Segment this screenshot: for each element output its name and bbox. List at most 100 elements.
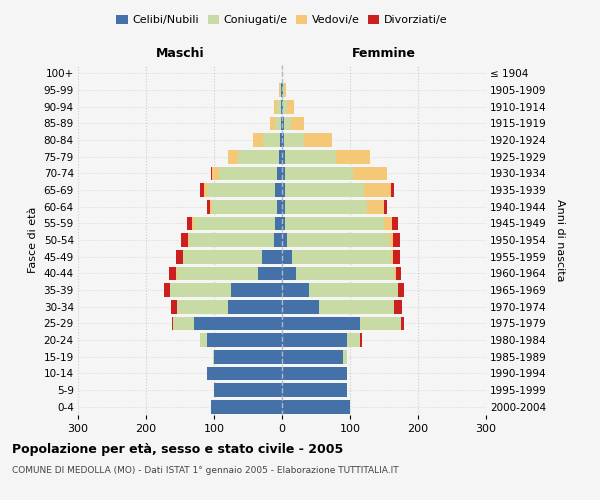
Bar [367, 200, 384, 213]
Bar [278, 150, 282, 164]
Bar [360, 333, 362, 347]
Bar [274, 100, 277, 114]
Bar [391, 183, 394, 197]
Bar [282, 383, 347, 397]
Bar [214, 383, 282, 397]
Bar [282, 283, 309, 297]
Bar [401, 316, 404, 330]
Bar [286, 183, 364, 197]
Bar [231, 283, 282, 297]
Bar [169, 266, 176, 280]
Bar [319, 300, 394, 314]
Bar [283, 100, 287, 114]
Bar [282, 183, 286, 197]
Text: Maschi: Maschi [155, 47, 205, 60]
Bar [364, 183, 391, 197]
Bar [176, 266, 258, 280]
Bar [207, 183, 275, 197]
Bar [189, 233, 274, 247]
Bar [212, 200, 277, 213]
Bar [206, 200, 210, 213]
Bar [219, 166, 277, 180]
Bar [164, 283, 170, 297]
Bar [398, 283, 404, 297]
Bar [278, 83, 280, 97]
Bar [287, 233, 389, 247]
Bar [263, 133, 280, 147]
Bar [211, 166, 212, 180]
Bar [194, 316, 282, 330]
Legend: Celibi/Nubili, Coniugati/e, Vedovi/e, Divorziati/e: Celibi/Nubili, Coniugati/e, Vedovi/e, Di… [112, 10, 452, 30]
Bar [309, 283, 398, 297]
Bar [270, 116, 275, 130]
Bar [282, 266, 296, 280]
Bar [170, 283, 231, 297]
Bar [394, 300, 403, 314]
Bar [296, 266, 394, 280]
Bar [395, 266, 401, 280]
Bar [284, 83, 286, 97]
Text: Popolazione per età, sesso e stato civile - 2005: Popolazione per età, sesso e stato civil… [12, 442, 343, 456]
Bar [173, 316, 194, 330]
Bar [282, 150, 286, 164]
Bar [192, 216, 194, 230]
Bar [172, 316, 173, 330]
Bar [280, 83, 281, 97]
Bar [286, 216, 384, 230]
Bar [210, 200, 212, 213]
Bar [389, 233, 393, 247]
Bar [171, 300, 176, 314]
Bar [394, 266, 395, 280]
Bar [282, 166, 286, 180]
Bar [391, 250, 393, 264]
Bar [181, 233, 188, 247]
Text: Femmine: Femmine [352, 47, 416, 60]
Bar [281, 116, 282, 130]
Bar [227, 150, 238, 164]
Bar [393, 233, 400, 247]
Bar [347, 333, 360, 347]
Bar [282, 200, 286, 213]
Bar [292, 250, 391, 264]
Y-axis label: Fasce di età: Fasce di età [28, 207, 38, 273]
Bar [281, 100, 282, 114]
Bar [384, 200, 388, 213]
Bar [200, 333, 207, 347]
Bar [187, 216, 192, 230]
Bar [282, 316, 360, 330]
Bar [188, 233, 189, 247]
Bar [282, 116, 284, 130]
Bar [212, 166, 219, 180]
Bar [281, 83, 282, 97]
Bar [253, 133, 263, 147]
Text: COMUNE DI MEDOLLA (MO) - Dati ISTAT 1° gennaio 2005 - Elaborazione TUTTITALIA.IT: COMUNE DI MEDOLLA (MO) - Dati ISTAT 1° g… [12, 466, 398, 475]
Bar [282, 233, 287, 247]
Bar [353, 166, 388, 180]
Bar [282, 400, 350, 413]
Bar [274, 233, 282, 247]
Bar [282, 250, 292, 264]
Bar [337, 150, 370, 164]
Bar [277, 200, 282, 213]
Bar [275, 183, 282, 197]
Bar [275, 216, 282, 230]
Bar [282, 100, 283, 114]
Bar [286, 150, 337, 164]
Bar [393, 250, 400, 264]
Bar [211, 400, 282, 413]
Bar [277, 166, 282, 180]
Bar [284, 116, 291, 130]
Bar [384, 216, 392, 230]
Bar [207, 333, 282, 347]
Bar [282, 366, 347, 380]
Bar [282, 333, 347, 347]
Bar [258, 266, 282, 280]
Bar [184, 250, 262, 264]
Bar [360, 316, 401, 330]
Bar [286, 200, 367, 213]
Bar [183, 250, 184, 264]
Bar [287, 100, 293, 114]
Bar [282, 83, 283, 97]
Bar [277, 100, 281, 114]
Bar [304, 133, 332, 147]
